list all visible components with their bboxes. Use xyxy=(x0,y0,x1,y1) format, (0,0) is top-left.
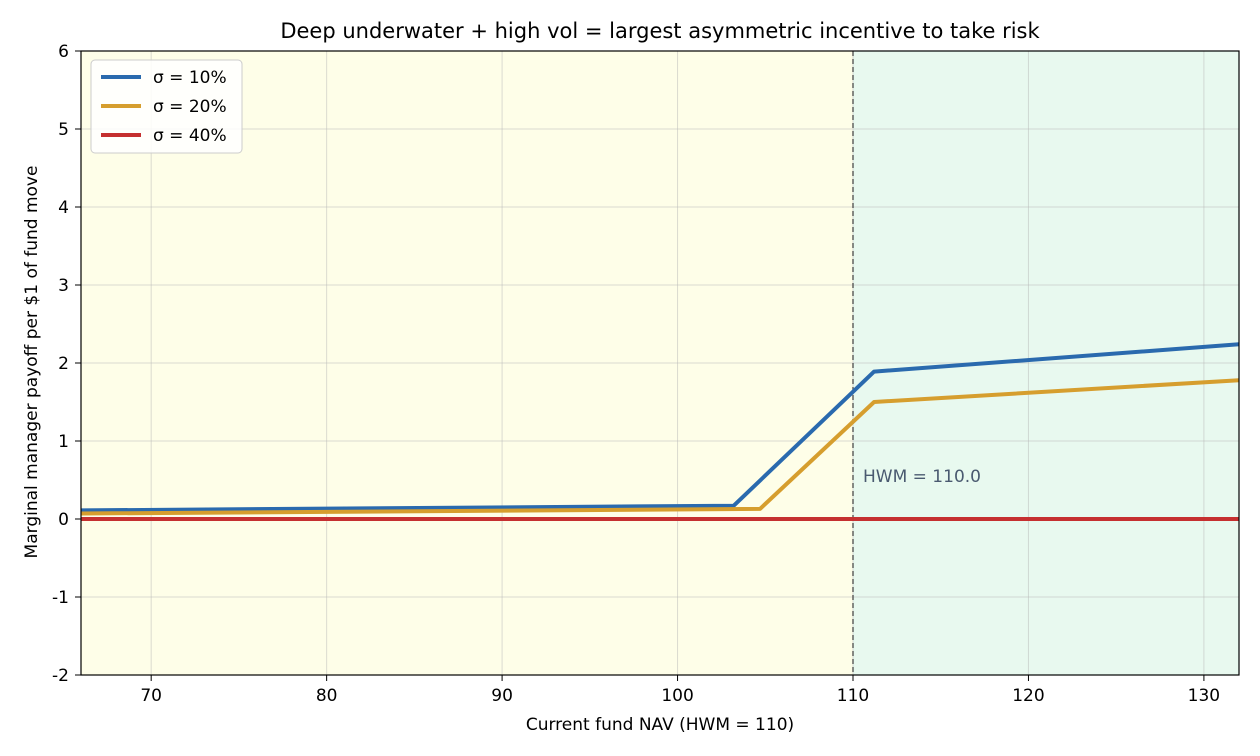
series-lines xyxy=(80,342,1240,521)
legend-box xyxy=(90,59,243,154)
series-line-1 xyxy=(80,342,1240,513)
hwm-marker: HWM = 110.0 xyxy=(852,51,981,675)
y-tick-label: -1 xyxy=(52,588,69,608)
x-tick-label: 70 xyxy=(140,686,162,706)
x-tick-label: 130 xyxy=(1188,686,1220,706)
legend-label-3: σ = 40% xyxy=(153,126,227,146)
y-tick-label: 5 xyxy=(58,120,69,140)
x-axis-label: Current fund NAV (HWM = 110) xyxy=(526,715,794,735)
legend: σ = 10% σ = 20% σ = 40% xyxy=(90,59,243,154)
legend-label-2: σ = 20% xyxy=(153,97,227,117)
x-tick-label: 110 xyxy=(837,686,869,706)
series-line-2 xyxy=(80,378,1240,516)
y-axis-ticks: -2 -1 0 1 2 3 4 5 6 xyxy=(52,42,81,686)
y-tick-label: 3 xyxy=(58,276,69,296)
x-tick-label: 100 xyxy=(661,686,693,706)
x-tick-label: 120 xyxy=(1012,686,1044,706)
legend-label-1: σ = 10% xyxy=(153,68,227,88)
y-tick-label: 1 xyxy=(58,432,69,452)
chart-title: Deep underwater + high vol = largest asy… xyxy=(280,19,1040,43)
y-tick-label: -2 xyxy=(52,666,69,686)
x-axis-ticks: 70 80 90 100 110 120 130 xyxy=(140,675,1220,706)
x-tick-label: 80 xyxy=(316,686,338,706)
x-tick-label: 90 xyxy=(491,686,513,706)
y-tick-label: 4 xyxy=(58,198,69,218)
y-tick-label: 6 xyxy=(58,42,69,62)
y-tick-label: 0 xyxy=(58,510,69,530)
hwm-label: HWM = 110.0 xyxy=(863,467,981,487)
y-tick-label: 2 xyxy=(58,354,69,374)
y-axis-label: Marginal manager payoff per $1 of fund m… xyxy=(22,166,42,559)
